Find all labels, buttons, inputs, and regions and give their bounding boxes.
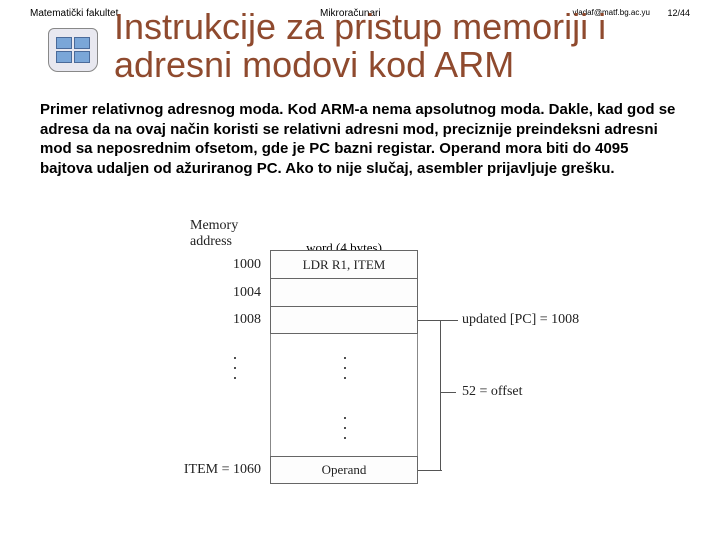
offset-line xyxy=(440,320,441,470)
mem-addr: 1000 xyxy=(211,257,261,273)
mem-addr: 1008 xyxy=(211,312,261,328)
item-addr: ITEM = 1060 xyxy=(171,462,261,478)
mem-row: 1000 LDR R1, ITEM xyxy=(270,250,418,278)
item-content: Operand xyxy=(322,462,367,478)
offset-mid-tick xyxy=(440,392,456,393)
mem-row-item: ITEM = 1060 Operand xyxy=(270,456,418,484)
slide-title: Instrukcije za pristup memoriji i adresn… xyxy=(114,8,674,84)
mem-addr: 1004 xyxy=(211,285,261,301)
ellipsis-icon: ··· xyxy=(225,352,245,382)
pc-pointer-line xyxy=(418,320,458,321)
stack-extension xyxy=(270,334,418,456)
mem-content: LDR R1, ITEM xyxy=(303,257,386,273)
updated-pc-label: updated [PC] = 1008 xyxy=(462,312,579,328)
memory-stack: 1000 LDR R1, ITEM 1004 1008 xyxy=(270,250,418,334)
body-paragraph: Primer relativnog adresnog moda. Kod ARM… xyxy=(40,100,680,178)
offset-bottom-tick xyxy=(418,470,442,471)
offset-label: 52 = offset xyxy=(462,384,523,400)
header-faculty: Matematički fakultet xyxy=(30,8,118,19)
memory-diagram: Memory address word (4 bytes) 1000 LDR R… xyxy=(140,212,580,532)
mem-row: 1004 xyxy=(270,278,418,306)
faculty-logo xyxy=(48,28,98,72)
mem-row: 1008 xyxy=(270,306,418,334)
memory-address-label: Memory address xyxy=(190,218,238,250)
